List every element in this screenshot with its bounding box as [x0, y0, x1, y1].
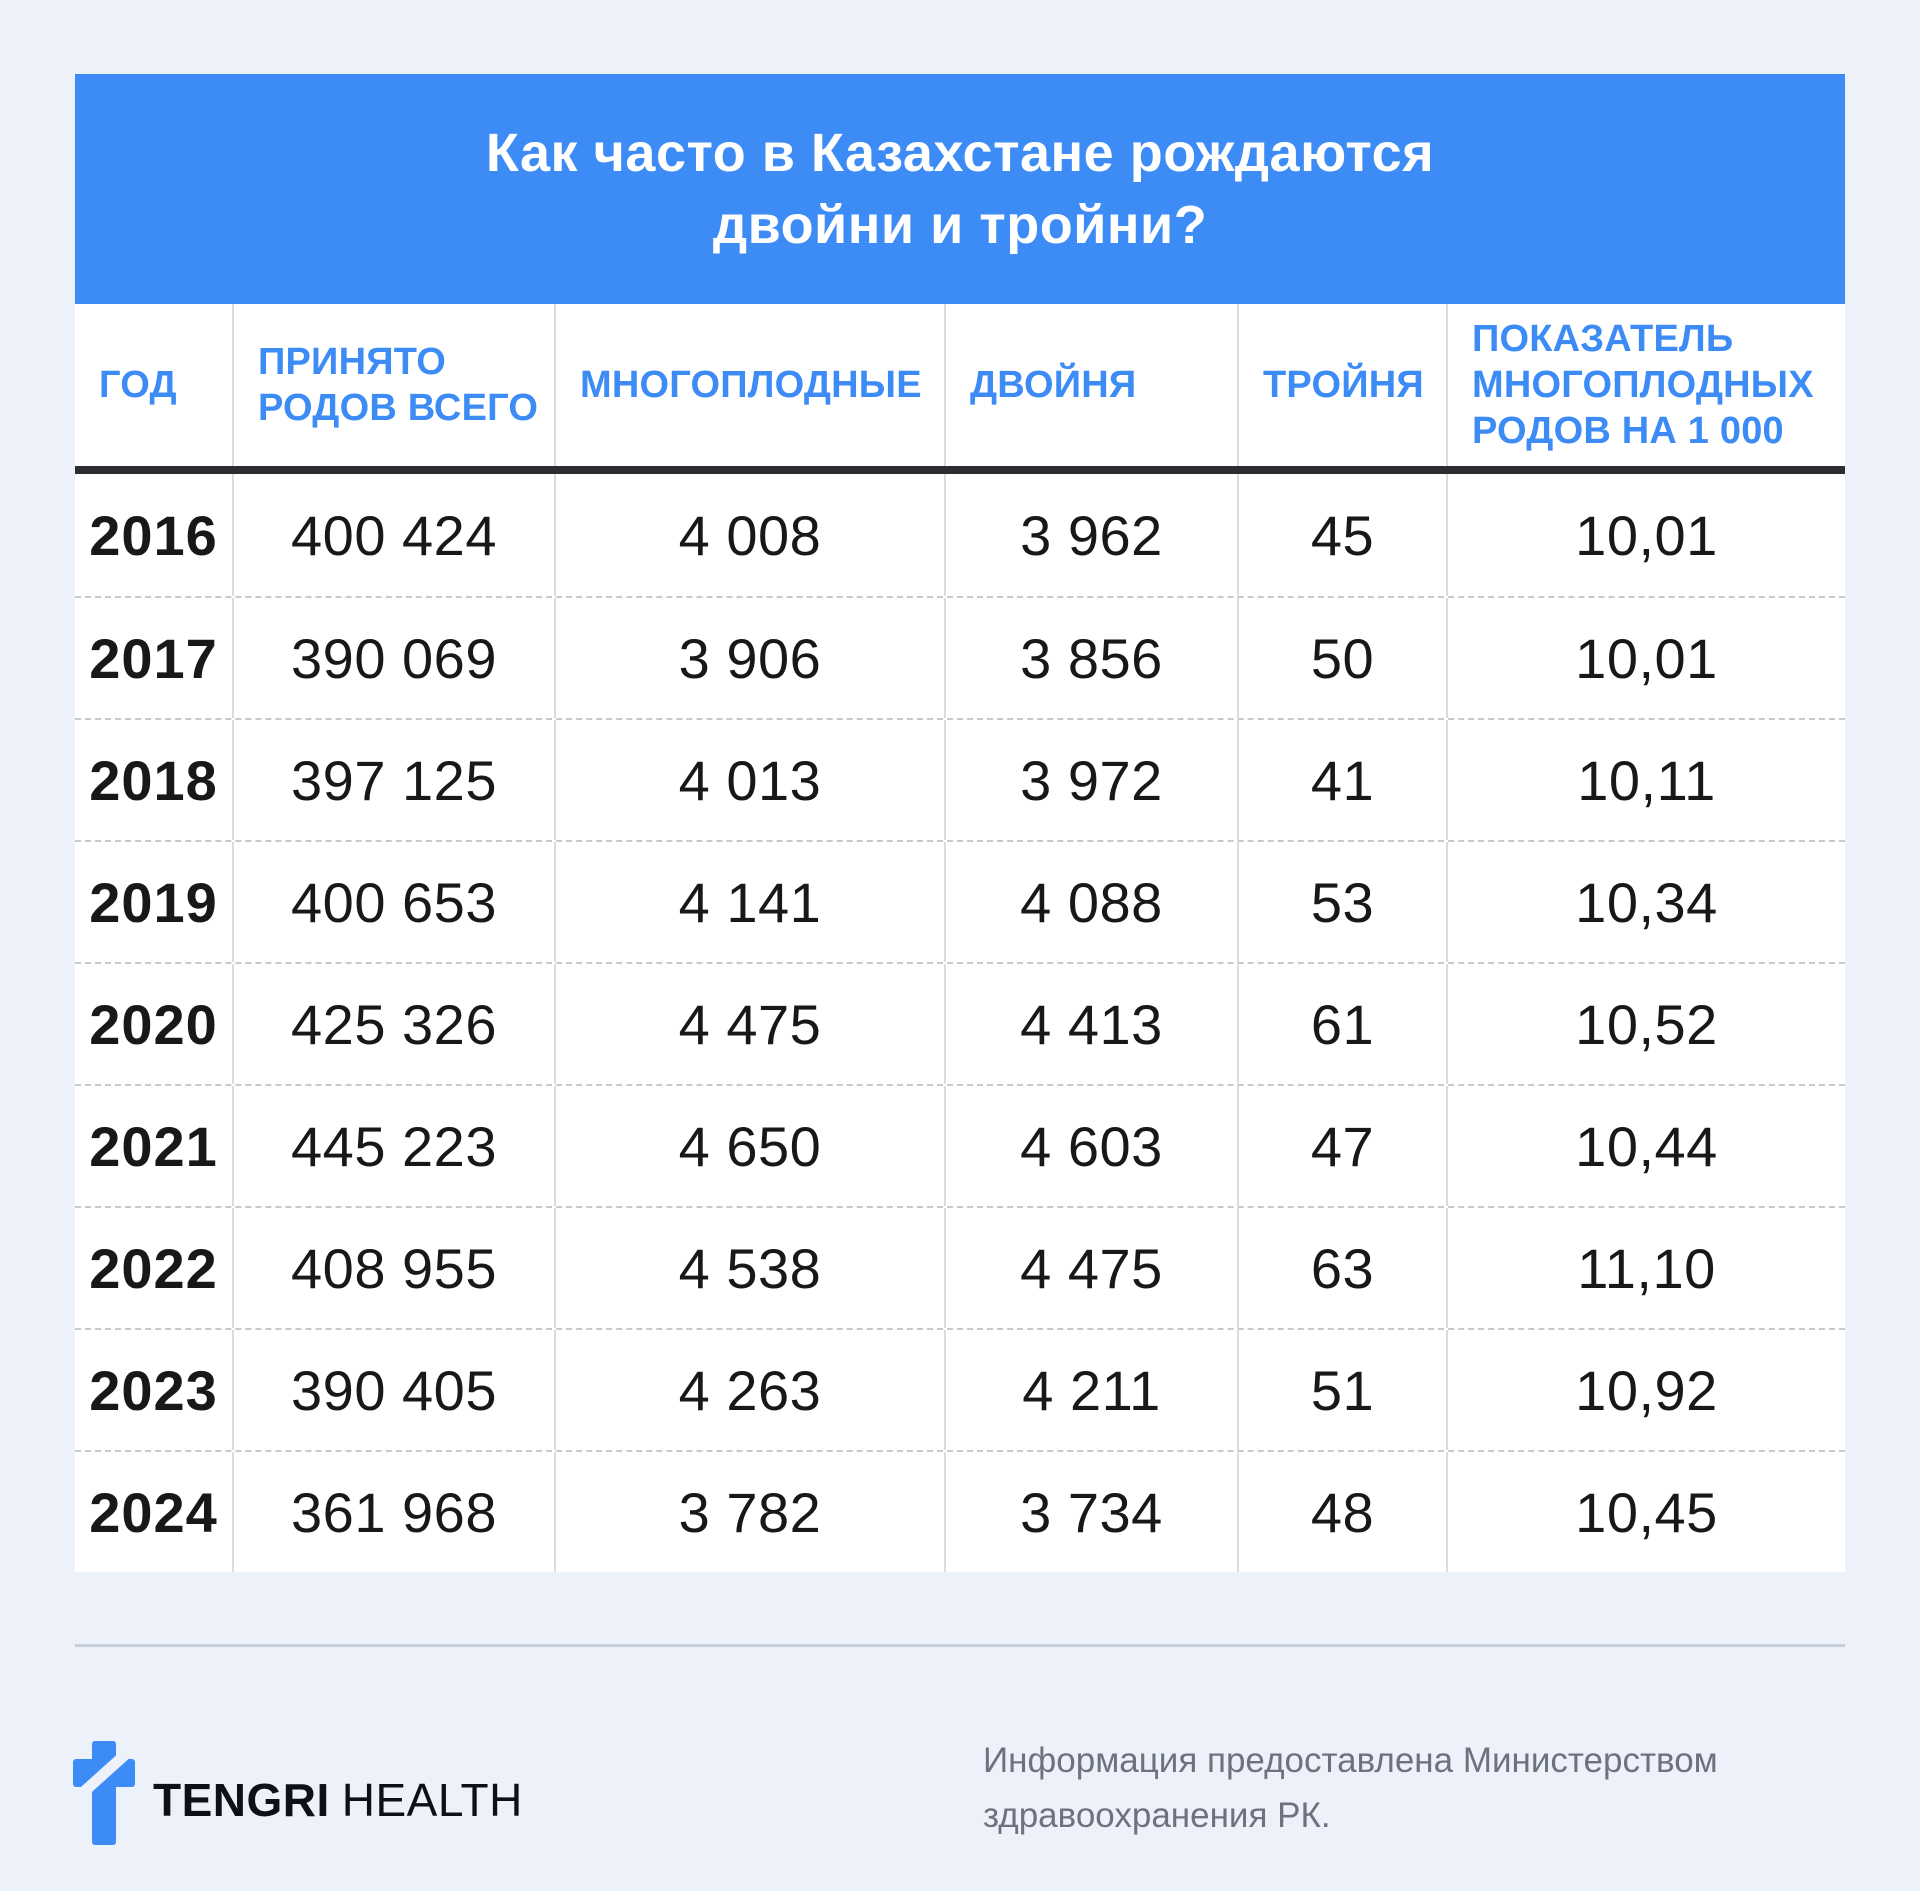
value-cell: 400 424	[232, 474, 554, 596]
value-cell: 3 962	[944, 474, 1237, 596]
value-cell: 408 955	[232, 1208, 554, 1328]
value-cell: 3 782	[554, 1452, 944, 1572]
value-cell: 390 069	[232, 598, 554, 718]
table-row: 2019 400 653 4 141 4 088 53 10,34	[75, 840, 1845, 962]
value-cell: 10,52	[1446, 964, 1845, 1084]
year-cell: 2016	[89, 503, 218, 567]
title-band: Как часто в Казахстане рождаются двойни …	[75, 74, 1845, 304]
table-row: 2020 425 326 4 475 4 413 61 10,52	[75, 962, 1845, 1084]
year-cell: 2024	[89, 1480, 218, 1544]
value-cell: 4 141	[554, 842, 944, 962]
year-cell: 2023	[89, 1358, 218, 1422]
value-cell: 45	[1237, 474, 1446, 596]
value-cell: 3 972	[944, 720, 1237, 840]
value-cell: 400 653	[232, 842, 554, 962]
year-cell: 2021	[89, 1114, 218, 1178]
value-cell: 3 906	[554, 598, 944, 718]
table-row: 2016 400 424 4 008 3 962 45 10,01	[75, 474, 1845, 596]
value-cell: 3 856	[944, 598, 1237, 718]
value-cell: 51	[1237, 1330, 1446, 1450]
value-cell: 445 223	[232, 1086, 554, 1206]
table-row: 2021 445 223 4 650 4 603 47 10,44	[75, 1084, 1845, 1206]
page-background: { "page": { "colors": { "background": "#…	[0, 74, 1920, 1891]
table-row: 2017 390 069 3 906 3 856 50 10,01	[75, 596, 1845, 718]
value-cell: 10,11	[1446, 720, 1845, 840]
year-cell: 2018	[89, 748, 218, 812]
table-row: 2023 390 405 4 263 4 211 51 10,92	[75, 1328, 1845, 1450]
value-cell: 50	[1237, 598, 1446, 718]
value-cell: 47	[1237, 1086, 1446, 1206]
brand-name-health: HEALTH	[341, 1774, 523, 1826]
page-title-line-1: Как часто в Казахстане рождаются	[485, 123, 1435, 183]
value-cell: 10,34	[1446, 842, 1845, 962]
value-cell: 4 475	[944, 1208, 1237, 1328]
brand-name-tengri: TENGRI	[153, 1774, 330, 1826]
value-cell: 3 734	[944, 1452, 1237, 1572]
value-cell: 4 603	[944, 1086, 1237, 1206]
table-row: 2022 408 955 4 538 4 475 63 11,10	[75, 1206, 1845, 1328]
column-header-rate-per-1000: ПОКАЗАТЕЛЬ МНОГОПЛОДНЫХ РОДОВ НА 1 000	[1446, 304, 1845, 466]
value-cell: 425 326	[232, 964, 554, 1084]
column-header-total-births: ПРИНЯТО РОДОВ ВСЕГО	[232, 304, 554, 466]
table-header-row: ГОД ПРИНЯТО РОДОВ ВСЕГО МНОГОПЛОДНЫЕ ДВОЙНЯ…	[75, 304, 1845, 466]
year-cell: 2017	[89, 626, 218, 690]
value-cell: 390 405	[232, 1330, 554, 1450]
value-cell: 4 008	[554, 474, 944, 596]
value-cell: 63	[1237, 1208, 1446, 1328]
table-row: 2018 397 125 4 013 3 972 41 10,11	[75, 718, 1845, 840]
value-cell: 4 650	[554, 1086, 944, 1206]
column-header-multiple: МНОГОПЛОДНЫЕ	[554, 304, 944, 466]
column-header-triplets: ТРОЙНЯ	[1237, 304, 1446, 466]
value-cell: 4 413	[944, 964, 1237, 1084]
header-divider	[75, 466, 1845, 474]
value-cell: 4 538	[554, 1208, 944, 1328]
year-cell: 2019	[89, 870, 218, 934]
value-cell: 4 211	[944, 1330, 1237, 1450]
table-row: 2024 361 968 3 782 3 734 48 10,45	[75, 1450, 1845, 1572]
value-cell: 4 013	[554, 720, 944, 840]
infographic-card: Как часто в Казахстане рождаются двойни …	[75, 74, 1845, 1572]
value-cell: 11,10	[1446, 1208, 1845, 1328]
tengri-cross-icon	[73, 1741, 135, 1845]
value-cell: 4 263	[554, 1330, 944, 1450]
value-cell: 10,45	[1446, 1452, 1845, 1572]
value-cell: 53	[1237, 842, 1446, 962]
value-cell: 10,01	[1446, 598, 1845, 718]
page-title-line-2: двойни и тройни?	[712, 195, 1208, 255]
value-cell: 10,92	[1446, 1330, 1845, 1450]
value-cell: 10,44	[1446, 1086, 1845, 1206]
table-body: 2016 400 424 4 008 3 962 45 10,01 2017 390 069 3…	[75, 474, 1845, 1572]
value-cell: 10,01	[1446, 474, 1845, 596]
value-cell: 361 968	[232, 1452, 554, 1572]
footer-divider	[75, 1644, 1845, 1647]
column-header-twins: ДВОЙНЯ	[944, 304, 1237, 466]
value-cell: 48	[1237, 1452, 1446, 1572]
value-cell: 4 475	[554, 964, 944, 1084]
column-header-year: ГОД	[99, 364, 177, 406]
value-cell: 4 088	[944, 842, 1237, 962]
footer: TENGRI HEALTH Информация предоставлена Ми…	[73, 1741, 1845, 1891]
value-cell: 61	[1237, 964, 1446, 1084]
tengri-logo: TENGRI HEALTH	[73, 1741, 523, 1845]
source-attribution: Информация предоставлена Министерством з…	[983, 1741, 1718, 1835]
value-cell: 397 125	[232, 720, 554, 840]
year-cell: 2020	[89, 992, 218, 1056]
brand-wordmark: TENGRI HEALTH	[153, 1759, 523, 1827]
year-cell: 2022	[89, 1236, 218, 1300]
value-cell: 41	[1237, 720, 1446, 840]
